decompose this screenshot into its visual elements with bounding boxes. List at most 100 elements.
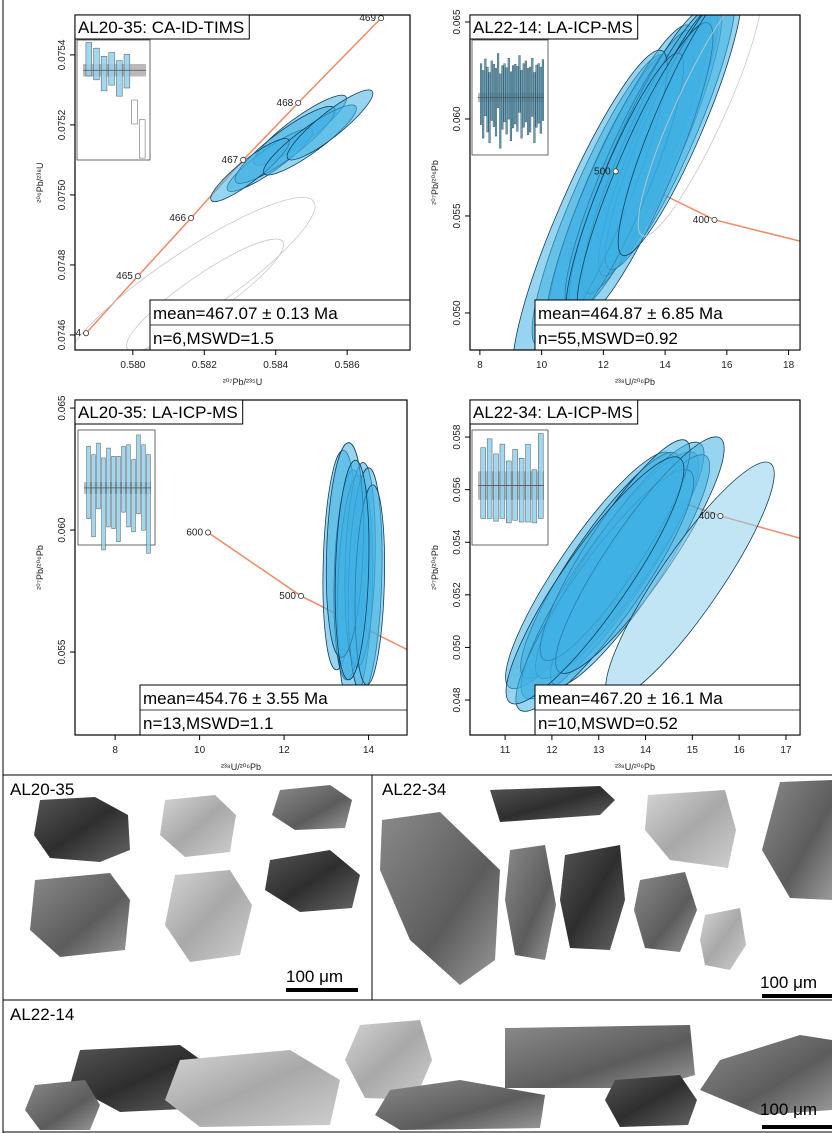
annotation: n=55,MSWD=0.92	[538, 329, 678, 348]
cl-grain	[700, 908, 746, 970]
x-tick-label: 12	[546, 745, 558, 756]
cl-grain	[30, 873, 130, 957]
y-tick-label: 0.054	[452, 529, 463, 554]
age-marker	[135, 274, 140, 279]
y-tick-label: 0.052	[452, 582, 463, 607]
x-tick-label: 13	[593, 745, 605, 756]
annotation: n=13,MSWD=1.1	[143, 714, 273, 733]
inset-bar	[102, 458, 106, 550]
x-tick-label: 14	[660, 360, 672, 371]
inset-bar	[112, 456, 116, 528]
y-tick-label: 0.065	[452, 9, 463, 34]
inset-bar	[491, 61, 493, 121]
inset-bar	[510, 72, 512, 141]
age-label: 467	[222, 155, 239, 166]
chart: 400111213141516170.0480.0500.0520.0540.0…	[430, 400, 800, 772]
age-label: 600	[186, 527, 203, 538]
y-tick-label: 0.048	[452, 687, 463, 712]
inset-bar	[536, 65, 538, 127]
cl-grain	[645, 790, 736, 868]
y-axis-label: ²⁰⁷Pb/²⁰⁶Pb	[430, 545, 440, 590]
x-axis-label: ²³⁸U/²⁰⁶Pb	[615, 377, 655, 387]
age-marker	[296, 100, 301, 105]
inset-bar	[116, 61, 122, 97]
inset-bar	[538, 434, 543, 519]
inset-bar	[147, 455, 151, 554]
age-label: 500	[594, 166, 611, 177]
inset-bar	[124, 54, 130, 88]
inset-bar	[506, 461, 511, 523]
inset-bar	[92, 455, 96, 537]
x-axis-label: ²⁰⁷Pb/²³⁵U	[223, 377, 263, 387]
x-tick-label: 15	[687, 745, 699, 756]
inset-bar	[101, 56, 107, 91]
age-marker	[712, 217, 717, 222]
inset-bar	[487, 67, 489, 132]
y-tick-label: 0.065	[57, 395, 68, 420]
x-tick-label: 12	[279, 745, 291, 756]
panel-label: AL20-35	[10, 780, 74, 799]
cl-grain	[605, 1075, 697, 1127]
annotation: mean=467.20 ± 16.1 Ma	[538, 689, 723, 708]
inset-bar	[508, 58, 510, 119]
inset-bar	[540, 67, 542, 133]
cl-grain	[160, 795, 236, 857]
cl-grain	[272, 785, 352, 830]
age-marker	[378, 16, 383, 21]
panel-label: AL22-14	[10, 1005, 74, 1024]
inset-bar	[132, 460, 136, 532]
y-tick-label: 0.055	[452, 203, 463, 228]
cl-grain	[34, 797, 130, 862]
inset-bar	[132, 100, 138, 124]
x-tick-label: 10	[194, 745, 206, 756]
error-ellipse	[48, 175, 331, 395]
y-axis-label: ²⁰⁶Pb/²³⁸U	[35, 162, 45, 202]
x-tick-label: 18	[783, 360, 795, 371]
age-marker	[205, 530, 210, 535]
age-marker	[298, 593, 303, 598]
inset-bar	[480, 64, 482, 125]
chart-title: AL20-35: CA-ID-TIMS	[78, 18, 244, 37]
age-label: 468	[277, 98, 294, 109]
inset-bar	[514, 64, 516, 124]
inset-bar	[485, 59, 487, 116]
y-tick-label: 0.050	[452, 634, 463, 659]
age-label: 466	[169, 213, 186, 224]
annotation: n=10,MSWD=0.52	[538, 714, 678, 733]
panel-label: AL22-34	[382, 780, 446, 799]
cl-grain	[762, 780, 832, 900]
y-tick-label: 0.0750	[57, 179, 68, 210]
x-tick-label: 8	[477, 360, 483, 371]
cl-grain	[265, 850, 360, 912]
y-tick-label: 0.055	[57, 639, 68, 664]
inset-bar	[506, 68, 508, 134]
figure: 4644654664674684690.5800.5820.5840.5860.…	[0, 0, 832, 1133]
inset-bar	[97, 443, 101, 509]
inset-bar	[519, 458, 524, 522]
x-tick-label: 0.582	[192, 360, 217, 371]
cl-grain	[505, 845, 556, 960]
chart-title: AL20-35: LA-ICP-MS	[78, 403, 238, 422]
cl-grain	[380, 812, 500, 985]
chart-title: AL22-34: LA-ICP-MS	[473, 403, 633, 422]
annotation: mean=464.87 ± 6.85 Ma	[538, 304, 723, 323]
x-tick-label: 10	[536, 360, 548, 371]
scale-label: 100 μm	[286, 967, 343, 986]
y-tick-label: 0.050	[452, 300, 463, 325]
inset-bar	[487, 439, 492, 519]
inset-bar	[525, 61, 527, 122]
inset-bar	[494, 454, 499, 521]
age-label: 500	[279, 591, 296, 602]
inset-bar	[139, 120, 145, 158]
x-tick-label: 14	[363, 745, 375, 756]
inset-bar	[481, 448, 486, 519]
inset-bar	[527, 68, 529, 134]
inset-bar	[519, 56, 521, 113]
inset-bar	[523, 64, 525, 128]
chart: 500400810121416180.0500.0550.0600.065²³⁸…	[430, 0, 800, 392]
y-tick-label: 0.056	[452, 477, 463, 502]
cl-grain	[165, 870, 252, 962]
